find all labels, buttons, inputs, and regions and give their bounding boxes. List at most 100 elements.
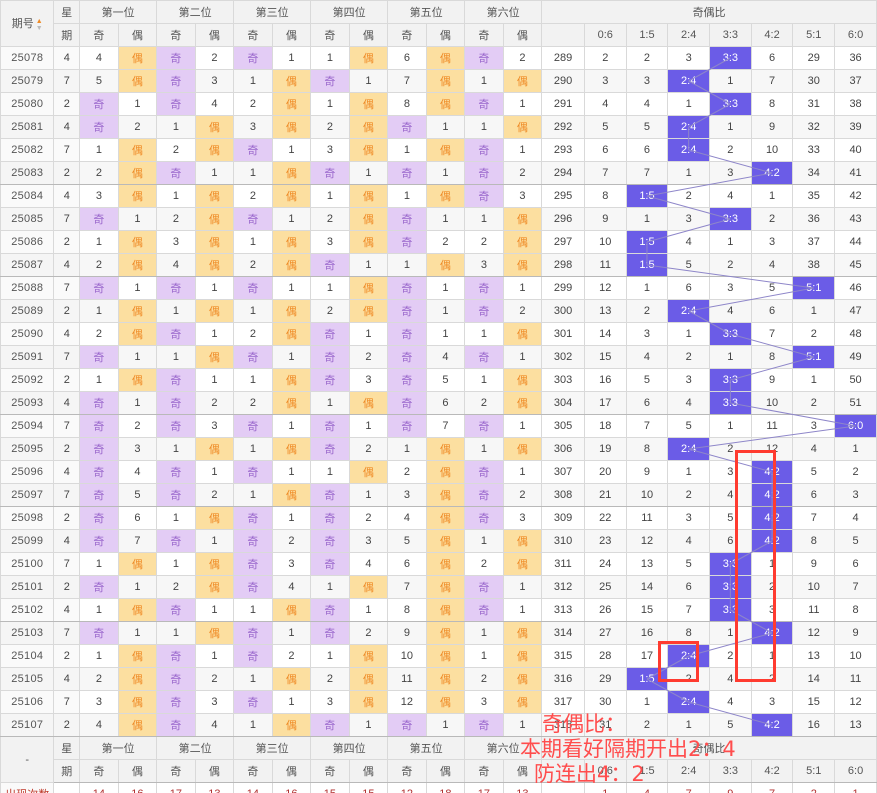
table-row[interactable]: 25098 2 奇 6 1 偶奇 1 奇 2 4 偶奇 3 309 22 11 3 5 4:2 7 4 <box>0 506 877 530</box>
hit-cell: 偶 <box>502 529 543 553</box>
table-row[interactable]: 25090 4 2 偶奇 1 2 偶奇 1 奇 1 1 偶 301 14 3 1 3:3 7 2 48 <box>0 322 877 346</box>
row-weekday: 2 <box>53 299 81 323</box>
row-period[interactable]: 25084 <box>0 184 55 208</box>
ratio-cell: 26 <box>583 598 627 622</box>
row-period[interactable]: 25091 <box>0 345 55 369</box>
table-row[interactable]: 25094 7 奇 2 奇 3 奇 1 奇 1 奇 7 奇 1 305 18 7 5 1 11 3 6:0 <box>0 414 877 438</box>
table-row[interactable]: 25084 4 3 偶 1 偶 2 偶 1 偶 1 偶奇 3 295 8 1:5 2 4 1 35 42 <box>0 184 877 208</box>
row-period[interactable]: 25082 <box>0 138 55 162</box>
summary-ratio-value: 9 <box>709 782 752 793</box>
miss-cell: 4 <box>194 92 235 116</box>
hit-cell: 奇 <box>310 368 350 392</box>
footer-p1-odd: 奇 <box>79 759 119 783</box>
table-row[interactable]: 25081 4 奇 2 1 偶 3 偶 2 偶奇 1 1 偶 292 5 5 2:4 1 9 32 39 <box>0 115 877 139</box>
table-row[interactable]: 25079 7 5 偶奇 3 1 偶奇 1 7 偶 1 偶 290 3 3 2:4 1 7 30 37 <box>0 69 877 93</box>
header-p4-odd: 奇 <box>310 23 350 47</box>
table-row[interactable]: 25078 4 4 偶奇 2 奇 1 1 偶 6 偶奇 2 289 2 2 3 3:3 6 29 36 <box>0 46 877 70</box>
table-row[interactable]: 25096 4 奇 4 奇 1 奇 1 1 偶 2 偶奇 1 307 20 9 1 3 4:2 5 2 <box>0 460 877 484</box>
row-period[interactable]: 25103 <box>0 621 55 645</box>
row-period[interactable]: 25096 <box>0 460 55 484</box>
row-weekday: 2 <box>53 506 81 530</box>
row-period[interactable]: 25083 <box>0 161 55 185</box>
table-row[interactable]: 25092 2 1 偶奇 1 1 偶奇 3 奇 5 1 偶 303 16 5 3 3:3 9 1 50 <box>0 368 877 392</box>
miss-cell: 1 <box>271 690 312 714</box>
table-row[interactable]: 25085 7 奇 1 2 偶奇 1 2 偶奇 1 1 偶 296 9 1 3 3:3 2 36 43 <box>0 207 877 231</box>
ratio-hit-cell: 2:4 <box>667 299 711 323</box>
hit-cell: 奇 <box>233 207 273 231</box>
table-row[interactable]: 25097 7 奇 5 奇 2 1 偶奇 1 3 偶奇 2 308 21 10 2 4 4:2 6 3 <box>0 483 877 507</box>
row-period[interactable]: 25088 <box>0 276 55 300</box>
summary-label: 出现次数 <box>0 782 55 793</box>
hit-cell: 偶 <box>348 667 389 691</box>
ratio-cell: 3 <box>667 506 711 530</box>
sort-desc-icon[interactable]: ▼ <box>35 24 43 32</box>
row-period[interactable]: 25086 <box>0 230 55 254</box>
row-period[interactable]: 25107 <box>0 713 55 737</box>
row-period[interactable]: 25080 <box>0 92 55 116</box>
miss-cell: 1 <box>79 598 119 622</box>
hit-cell: 偶 <box>271 92 312 116</box>
header-p6-odd: 奇 <box>464 23 504 47</box>
table-row[interactable]: 25091 7 奇 1 1 偶奇 1 奇 2 奇 4 奇 1 302 15 4 2 1 8 5:1 49 <box>0 345 877 369</box>
row-period[interactable]: 25085 <box>0 207 55 231</box>
ratio-cell: 18 <box>583 414 627 438</box>
table-row[interactable]: 25086 2 1 偶 3 偶 1 偶 3 偶奇 2 2 偶 297 10 1:5 4 1 3 37 44 <box>0 230 877 254</box>
ratio-hit-cell: 3:3 <box>709 598 752 622</box>
ratio-cell: 12 <box>834 690 877 714</box>
sort-icon[interactable]: ▲ ▼ <box>36 18 43 32</box>
footer-ratio-3-3: 3:3 <box>709 759 752 783</box>
miss-cell: 2 <box>310 115 350 139</box>
table-row[interactable]: 25082 7 1 偶 2 偶奇 1 3 偶 1 偶奇 1 293 6 6 2:4 2 10 33 40 <box>0 138 877 162</box>
row-period[interactable]: 25100 <box>0 552 55 576</box>
ratio-cell: 8 <box>625 437 669 461</box>
footer-p4-even: 偶 <box>348 759 389 783</box>
row-period[interactable]: 25105 <box>0 667 55 691</box>
row-period[interactable]: 25081 <box>0 115 55 139</box>
table-row[interactable]: 25089 2 1 偶 1 偶 1 偶 2 偶奇 1 奇 2 300 13 2 2:4 4 6 1 47 <box>0 299 877 323</box>
ratio-hit-cell: 4:2 <box>750 483 794 507</box>
hit-cell: 奇 <box>79 483 119 507</box>
table-row[interactable]: 25088 7 奇 1 奇 1 奇 1 1 偶奇 1 奇 1 299 12 1 6 3 5 5:1 46 <box>0 276 877 300</box>
footer-position-3: 第三位 <box>233 736 312 760</box>
row-period[interactable]: 25094 <box>0 414 55 438</box>
table-row[interactable]: 25095 2 奇 3 1 偶 1 偶奇 2 1 偶 1 偶 306 19 8 2:4 2 12 4 1 <box>0 437 877 461</box>
ratio-cell: 13 <box>583 299 627 323</box>
row-period[interactable]: 25093 <box>0 391 55 415</box>
table-row[interactable]: 25093 4 奇 1 奇 2 2 偶 1 偶奇 6 2 偶 304 17 6 4 3:3 10 2 51 <box>0 391 877 415</box>
row-period[interactable]: 25097 <box>0 483 55 507</box>
ratio-cell: 3 <box>834 483 877 507</box>
row-period[interactable]: 25078 <box>0 46 55 70</box>
table-row[interactable]: 25083 2 2 偶奇 1 1 偶奇 1 奇 1 奇 2 294 7 7 1 3 4:2 34 41 <box>0 161 877 185</box>
table-row[interactable]: 25101 2 奇 1 2 偶奇 4 1 偶 7 偶奇 1 312 25 14 6 3:3 2 10 7 <box>0 575 877 599</box>
table-row[interactable]: 25080 2 奇 1 奇 4 2 偶 1 偶 8 偶奇 1 291 4 4 1 3:3 8 31 38 <box>0 92 877 116</box>
row-period[interactable]: 25102 <box>0 598 55 622</box>
row-period[interactable]: 25098 <box>0 506 55 530</box>
table-row[interactable]: 25100 7 1 偶 1 偶奇 3 奇 4 6 偶 2 偶 311 24 13 5 3:3 1 9 6 <box>0 552 877 576</box>
table-row[interactable]: 25087 4 2 偶 4 偶 2 偶奇 1 1 偶 3 偶 298 11 1:5 5 2 4 38 45 <box>0 253 877 277</box>
row-period[interactable]: 25079 <box>0 69 55 93</box>
table-row[interactable]: 25106 7 3 偶奇 3 奇 1 3 偶 12 偶 3 偶 317 30 1 2:4 4 3 15 12 <box>0 690 877 714</box>
table-row[interactable]: 25103 7 奇 1 1 偶奇 1 奇 2 9 偶 1 偶 314 27 16 8 1 4:2 12 9 <box>0 621 877 645</box>
row-period[interactable]: 25087 <box>0 253 55 277</box>
miss-cell: 1 <box>348 414 389 438</box>
row-period[interactable]: 25089 <box>0 299 55 323</box>
row-period[interactable]: 25106 <box>0 690 55 714</box>
row-period[interactable]: 25090 <box>0 322 55 346</box>
table-row[interactable]: 25107 2 4 偶奇 4 1 偶奇 1 奇 1 奇 1 318 31 2 1 5 4:2 16 13 <box>0 713 877 737</box>
row-period[interactable]: 25104 <box>0 644 55 668</box>
table-row[interactable]: 25099 4 奇 7 奇 1 奇 2 奇 3 5 偶 1 偶 310 23 12 4 6 4:2 8 5 <box>0 529 877 553</box>
row-period[interactable]: 25092 <box>0 368 55 392</box>
row-period[interactable]: 25099 <box>0 529 55 553</box>
footer-header-row-top: - 星第一位 第二位 第三位 第四位 第五位 第六位 奇偶比 <box>0 736 877 783</box>
miss-cell: 4 <box>348 552 389 576</box>
miss-cell: 2 <box>194 46 235 70</box>
table-row[interactable]: 25105 4 2 偶奇 2 1 偶 2 偶 11 偶 2 偶 316 29 1:5 2 4 2 14 11 <box>0 667 877 691</box>
table-row[interactable]: 25102 4 1 偶奇 1 1 偶奇 1 8 偶奇 1 313 26 15 7 3:3 3 11 8 <box>0 598 877 622</box>
hit-cell: 奇 <box>156 460 196 484</box>
miss-cell: 3 <box>464 690 504 714</box>
sort-asc-icon[interactable]: ▲ <box>35 17 43 25</box>
row-period[interactable]: 25095 <box>0 437 55 461</box>
table-row[interactable]: 25104 2 1 偶奇 1 奇 2 1 偶 10 偶 1 偶 315 28 17 2:4 2 1 13 10 <box>0 644 877 668</box>
header-period[interactable]: 期号 ▲ ▼ <box>0 0 55 47</box>
row-period[interactable]: 25101 <box>0 575 55 599</box>
